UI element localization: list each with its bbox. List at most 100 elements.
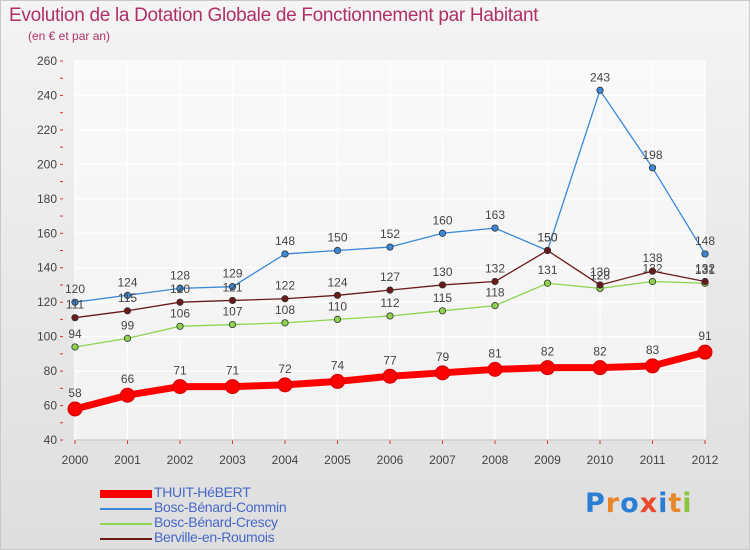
data-label: 150 [327, 231, 347, 245]
data-label: 160 [432, 213, 452, 227]
legend-label: Bosc-Bénard-Crescy [154, 514, 278, 530]
data-point [596, 281, 604, 289]
data-point [176, 298, 184, 306]
data-point [123, 291, 132, 299]
data-point [648, 277, 657, 286]
data-label: 148 [275, 234, 295, 248]
y-tick-label: 120 [37, 295, 57, 309]
data-point [386, 312, 394, 320]
series-bosc-b-nard-commin: 120 124 128 129 148 150 152 160 163 150 243 198 148 [65, 70, 715, 306]
data-label: 82 [593, 345, 607, 359]
data-point [67, 401, 83, 417]
data-label: 130 [432, 265, 452, 279]
data-point [176, 284, 184, 292]
data-label: 112 [380, 296, 399, 310]
data-label: 79 [436, 350, 450, 364]
data-label: 130 [590, 265, 610, 279]
data-point [438, 229, 447, 237]
data-point [228, 296, 237, 305]
logo-letter: o [620, 488, 640, 519]
data-label: 82 [541, 345, 555, 359]
data-label: 128 [590, 268, 610, 282]
data-label: 58 [68, 386, 82, 400]
data-label: 121 [222, 280, 242, 294]
data-point [71, 298, 79, 306]
data-label: 77 [383, 353, 397, 367]
y-tick-label: 40 [44, 433, 58, 447]
data-point [333, 291, 342, 299]
logo-letter: t [668, 488, 683, 519]
data-point [172, 379, 188, 395]
data-point [596, 86, 604, 94]
data-point [120, 387, 135, 403]
chart-subtitle: (en € et par an) [28, 29, 111, 43]
data-point [333, 246, 342, 255]
x-tick-label: 2009 [534, 453, 561, 467]
y-tick-label: 60 [44, 399, 58, 413]
data-label: 124 [117, 275, 137, 289]
data-label: 128 [170, 268, 190, 282]
data-label: 243 [590, 70, 610, 84]
logo-letter: i [658, 488, 669, 519]
data-point [648, 267, 657, 275]
data-point [491, 277, 499, 286]
data-point [71, 314, 79, 322]
y-tick-label: 180 [37, 192, 57, 206]
x-tick-label: 2005 [324, 453, 351, 467]
data-label: 66 [121, 372, 135, 386]
data-point [71, 343, 79, 351]
data-point [487, 361, 503, 377]
data-point [277, 377, 293, 393]
data-label: 94 [68, 327, 82, 341]
logo-letter: r [605, 488, 621, 519]
data-label: 91 [698, 329, 712, 343]
y-tick-label: 100 [37, 330, 57, 344]
chart-title: Evolution de la Dotation Globale de Fonc… [9, 5, 539, 26]
legend-swatch [100, 538, 152, 540]
data-label: 72 [278, 362, 292, 376]
x-tick-label: 2012 [692, 453, 719, 467]
data-label: 148 [695, 234, 715, 248]
data-label: 122 [275, 279, 295, 293]
legend-label: THUIT-HéBERT [154, 484, 251, 500]
series-berville-en-roumois: 111 115 120 121 122 124 127 130 132 150 130 138 132 [66, 231, 715, 322]
data-label: 111 [66, 298, 85, 312]
x-tick-label: 2010 [587, 453, 614, 467]
y-tick-label: 220 [37, 123, 57, 137]
data-label: 132 [485, 262, 505, 276]
data-label: 129 [222, 267, 242, 281]
data-point [228, 320, 237, 329]
data-label: 120 [170, 282, 190, 296]
data-point [697, 344, 713, 360]
data-label: 118 [485, 286, 504, 300]
data-point [701, 250, 709, 258]
data-label: 71 [226, 364, 240, 378]
data-point [225, 379, 240, 395]
data-point [592, 360, 608, 376]
data-point [386, 243, 394, 251]
data-label: 99 [121, 318, 135, 332]
y-tick-label: 160 [37, 226, 57, 240]
data-label: 150 [537, 231, 557, 245]
x-tick-label: 2002 [167, 453, 194, 467]
data-label: 132 [695, 262, 715, 276]
x-tick-label: 2008 [482, 453, 509, 467]
data-point [648, 164, 657, 172]
data-label: 106 [170, 306, 190, 320]
data-label: 120 [65, 282, 85, 296]
data-label: 110 [328, 299, 347, 313]
x-tick-label: 2000 [62, 453, 89, 467]
data-label: 198 [642, 148, 662, 162]
y-tick-label: 80 [44, 364, 58, 378]
data-label: 115 [118, 291, 137, 305]
x-tick-label: 2011 [640, 453, 666, 467]
data-label: 138 [642, 251, 662, 265]
data-point [281, 319, 289, 327]
legend-swatch [100, 508, 152, 510]
x-tick-label: 2001 [114, 453, 141, 467]
logo-letter: i [682, 488, 693, 519]
data-label: 74 [331, 358, 345, 372]
data-point [333, 315, 342, 324]
series-bosc-b-nard-crescy: 9499106107108110112115118131128132131 [68, 262, 715, 351]
